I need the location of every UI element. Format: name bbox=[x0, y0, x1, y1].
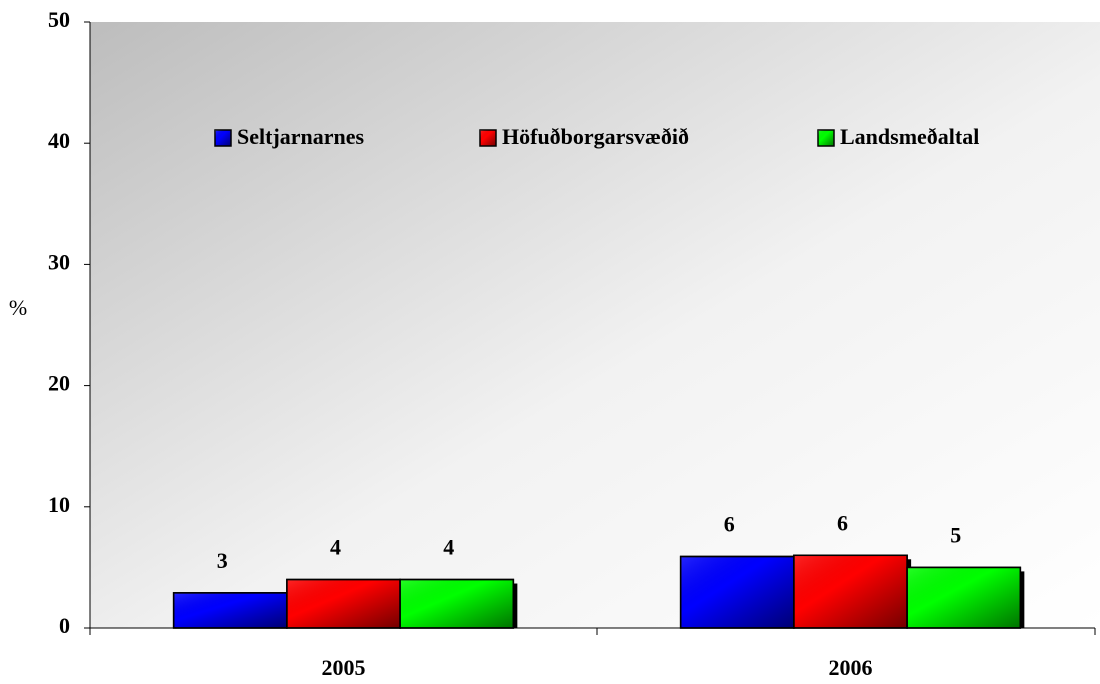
legend-swatch-shade bbox=[215, 130, 231, 146]
value-label: 6 bbox=[837, 510, 848, 535]
y-tick-label: 50 bbox=[48, 7, 70, 32]
legend-label: Höfuðborgarsvæðið bbox=[502, 124, 689, 149]
value-label: 3 bbox=[217, 548, 228, 573]
bar-shade bbox=[399, 578, 515, 629]
plot-background bbox=[90, 22, 1100, 628]
value-label: 6 bbox=[724, 512, 735, 537]
bar-shade bbox=[172, 592, 288, 629]
legend-swatch-shade bbox=[818, 130, 834, 146]
x-tick-label: 2006 bbox=[829, 655, 873, 680]
y-tick-label: 10 bbox=[48, 492, 70, 517]
x-tick-label: 2005 bbox=[322, 655, 366, 680]
legend-label: Landsmeðaltal bbox=[840, 124, 979, 149]
y-axis-label: % bbox=[9, 295, 27, 320]
bar-shade bbox=[286, 578, 401, 629]
y-tick-label: 0 bbox=[59, 613, 70, 638]
y-tick-label: 40 bbox=[48, 128, 70, 153]
bar-shade bbox=[793, 554, 908, 629]
legend-label: Seltjarnarnes bbox=[237, 124, 365, 149]
value-label: 4 bbox=[330, 535, 341, 560]
y-tick-label: 30 bbox=[48, 249, 70, 274]
y-tick-label: 20 bbox=[48, 371, 70, 396]
bar-shade bbox=[679, 555, 795, 629]
legend-swatch-shade bbox=[480, 130, 496, 146]
value-label: 5 bbox=[950, 522, 961, 547]
bar-shade bbox=[906, 566, 1022, 629]
value-label: 4 bbox=[443, 535, 454, 560]
